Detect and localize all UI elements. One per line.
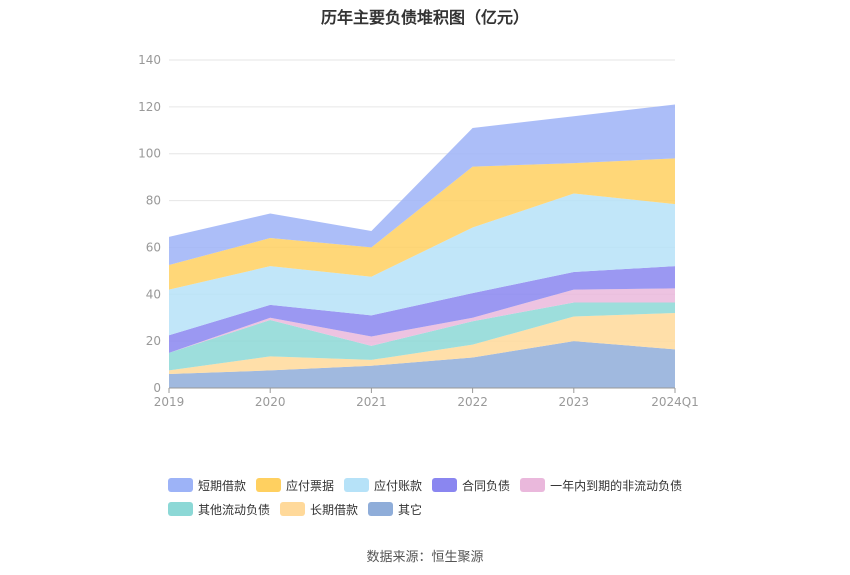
y-tick-label: 140 bbox=[138, 53, 161, 67]
legend: 短期借款 应付票据 应付账款 合同负债 一年内到期的非流动负债 其他流动负债 长期借款 其它 bbox=[168, 473, 768, 521]
area-其它 bbox=[169, 341, 675, 388]
legend-item[interactable]: 短期借款 bbox=[168, 477, 246, 494]
legend-label: 一年内到期的非流动负债 bbox=[550, 478, 683, 493]
legend-label: 应付票据 bbox=[286, 478, 335, 493]
area-短期借款 bbox=[169, 104, 675, 265]
area-长期借款 bbox=[169, 313, 675, 374]
legend-item[interactable]: 长期借款 bbox=[280, 501, 358, 518]
area-应付账款 bbox=[169, 193, 675, 336]
x-tick-label: 2023 bbox=[559, 395, 590, 409]
legend-label: 应付账款 bbox=[374, 478, 423, 493]
y-tick-label: 20 bbox=[146, 334, 161, 348]
chart-title: 历年主要负债堆积图（亿元） bbox=[320, 8, 529, 27]
x-tick-label: 2020 bbox=[255, 395, 286, 409]
area-一年内到期的非流动负债 bbox=[169, 288, 675, 353]
y-tick-label: 80 bbox=[146, 194, 161, 208]
area-其他流动负债 bbox=[169, 302, 675, 371]
x-tick-label: 2022 bbox=[457, 395, 488, 409]
x-tick-label: 2021 bbox=[356, 395, 387, 409]
y-tick-label: 60 bbox=[146, 240, 161, 254]
legend-item[interactable]: 其他流动负债 bbox=[168, 501, 270, 518]
y-tick-label: 0 bbox=[153, 381, 161, 395]
legend-item[interactable]: 其它 bbox=[368, 501, 422, 518]
y-tick-label: 40 bbox=[146, 287, 161, 301]
legend-swatch bbox=[520, 478, 546, 492]
x-tick-label: 2024Q1 bbox=[651, 395, 699, 409]
legend-row: 短期借款 应付票据 应付账款 合同负债 一年内到期的非流动负债 bbox=[168, 473, 768, 497]
area-应付票据 bbox=[169, 158, 675, 290]
legend-swatch bbox=[280, 502, 306, 516]
legend-swatch bbox=[432, 478, 458, 492]
area-series bbox=[169, 104, 675, 388]
legend-item[interactable]: 应付票据 bbox=[256, 477, 334, 494]
legend-swatch bbox=[344, 478, 370, 492]
legend-swatch bbox=[368, 502, 394, 516]
legend-item[interactable]: 合同负债 bbox=[432, 477, 510, 494]
x-tick-label: 2019 bbox=[154, 395, 185, 409]
legend-label: 其它 bbox=[398, 502, 423, 517]
legend-swatch bbox=[168, 502, 193, 516]
legend-item[interactable]: 应付账款 bbox=[344, 477, 422, 494]
area-合同负债 bbox=[169, 266, 675, 353]
legend-label: 长期借款 bbox=[310, 502, 359, 517]
y-tick-label: 100 bbox=[138, 147, 161, 161]
y-tick-label: 120 bbox=[138, 100, 161, 114]
legend-label: 其他流动负债 bbox=[198, 502, 271, 517]
legend-swatch bbox=[256, 478, 282, 492]
legend-label: 短期借款 bbox=[198, 478, 247, 493]
source-note: 数据来源：恒生聚源 bbox=[366, 550, 484, 565]
axes: 0 20 40 60 80 100 120 140 2019 2020 2021 2022 2023 20… bbox=[138, 53, 699, 409]
legend-item[interactable]: 一年内到期的非流动负债 bbox=[520, 477, 682, 494]
legend-swatch bbox=[168, 478, 193, 492]
legend-row: 其他流动负债 长期借款 其它 bbox=[168, 497, 768, 521]
legend-label: 合同负债 bbox=[462, 478, 511, 493]
